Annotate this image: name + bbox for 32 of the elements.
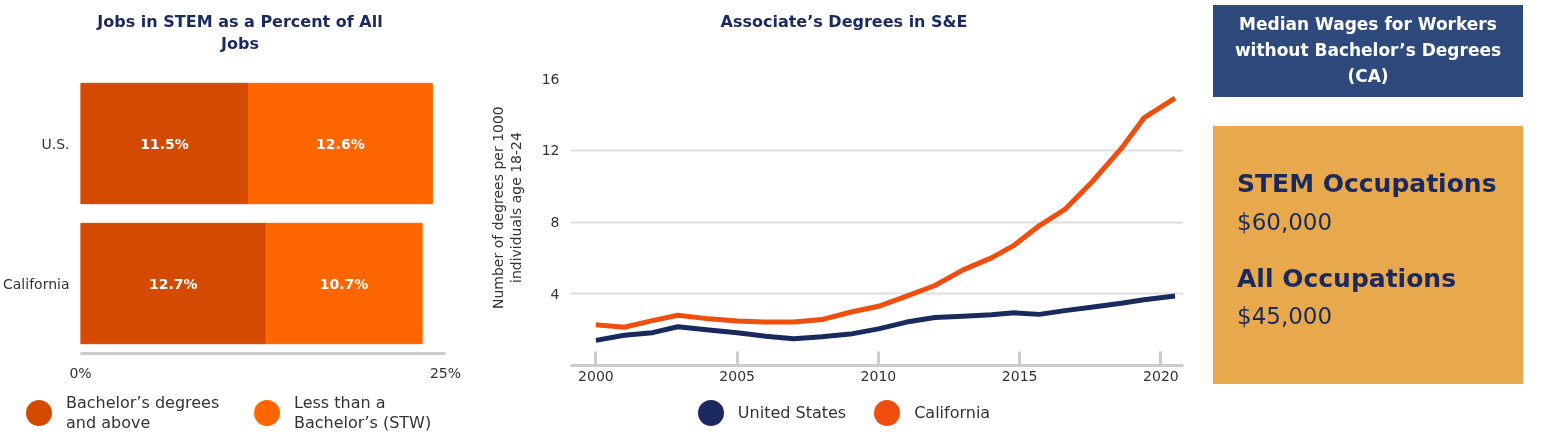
legend-label: California — [914, 403, 991, 423]
x-tick-label: 25% — [429, 364, 462, 381]
y-axis-title: Number of degrees per 1000 individuals age 18-24 — [489, 105, 525, 312]
text: All Occupations — [1237, 262, 1458, 295]
legend-label: Bachelor’s degrees and above — [66, 393, 221, 433]
data-label: 12.6% — [316, 135, 365, 152]
text: $45,000 — [1237, 302, 1334, 332]
bar — [265, 222, 423, 345]
legend-label: United States — [737, 403, 847, 423]
chart-title: Jobs in STEM as a Percent of All Jobs — [95, 11, 384, 55]
bar — [80, 82, 249, 205]
chart-title: Associate’s Degrees in S&E — [720, 11, 968, 33]
legend-label: Less than a Bachelor’s (STW) — [294, 393, 433, 433]
y-tick-label: 16 — [541, 70, 560, 87]
data-label: 12.7% — [148, 275, 198, 292]
data-label: 11.5% — [140, 135, 189, 152]
x-tick-label: 2000 — [578, 367, 614, 384]
x-tick-label: 2010 — [860, 367, 897, 384]
text: Median Wages for Workers without Bachelor’s Degrees (CA) — [1233, 13, 1503, 88]
y-tick-label: 12 — [541, 142, 560, 159]
x-tick-label: 2020 — [1143, 367, 1179, 384]
x-tick-label: 0% — [69, 364, 92, 381]
y-tick-label: 8 — [550, 214, 560, 230]
x-tick-label: 2005 — [719, 367, 755, 384]
text: STEM Occupations — [1237, 168, 1497, 200]
x-tick-label: 2015 — [1001, 367, 1038, 384]
bar — [80, 222, 267, 345]
text: $60,000 — [1237, 207, 1334, 237]
bar — [247, 82, 433, 205]
y-tick-label: U.S. — [41, 135, 70, 152]
data-label: 10.7% — [319, 275, 369, 292]
y-tick-label: 4 — [550, 285, 560, 302]
